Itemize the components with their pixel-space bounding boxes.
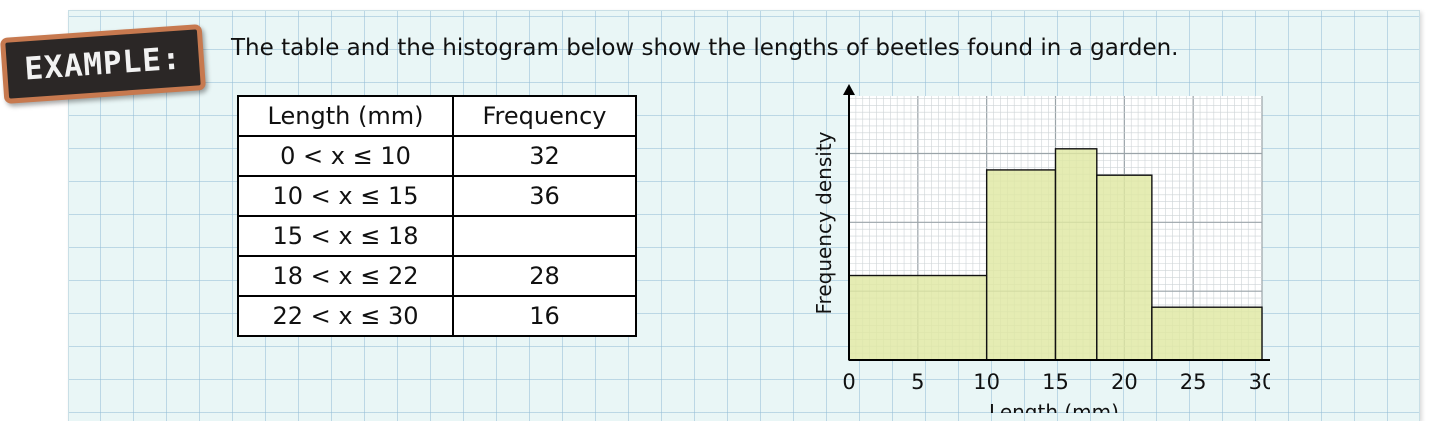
histogram-bars: [848, 148, 1263, 361]
x-tick-label: 10: [973, 370, 1000, 394]
table-row: 18 < x ≤ 22 28: [237, 255, 637, 297]
histogram-axes: [843, 84, 1270, 361]
histogram-bar: [1096, 174, 1153, 361]
example-badge-label: EXAMPLE:: [23, 40, 183, 88]
example-badge: EXAMPLE:: [0, 24, 207, 104]
histogram-bar: [1054, 148, 1098, 361]
x-axis-label: Length (mm): [989, 400, 1119, 413]
table-header-row: Length (mm) Frequency: [237, 95, 637, 137]
intro-text: The table and the histogram below show t…: [231, 35, 1179, 61]
table-cell-interval: 15 < x ≤ 18: [237, 215, 454, 257]
table-cell-frequency: 32: [452, 135, 637, 177]
x-tick-label: 5: [911, 370, 924, 394]
histogram-bar: [1151, 306, 1263, 361]
table-cell-interval: 10 < x ≤ 15: [237, 175, 454, 217]
y-axis-arrow-icon: [843, 84, 855, 95]
table-cell-interval: 18 < x ≤ 22: [237, 255, 454, 297]
table-cell-interval: 22 < x ≤ 30: [237, 295, 454, 337]
y-axis-label: Frequency density: [812, 131, 836, 314]
histogram-bar: [985, 169, 1057, 361]
header-frequency: Frequency: [452, 95, 637, 137]
x-tick-label: 15: [1042, 370, 1069, 394]
table-cell-frequency: 16: [452, 295, 637, 337]
table-cell-frequency: 28: [452, 255, 637, 297]
table-row: 22 < x ≤ 30 16: [237, 295, 637, 337]
table-cell-frequency: 36: [452, 175, 637, 217]
table-cell-interval: 0 < x ≤ 10: [237, 135, 454, 177]
histogram-bar: [848, 274, 988, 361]
histogram-chart: Frequency density Length (mm) 0 5 10 15 20 25…: [812, 84, 1270, 413]
table-row: 10 < x ≤ 15 36: [237, 175, 637, 217]
x-tick-labels: 0 5 10 15 20 25 30: [842, 370, 1270, 394]
frequency-table: Length (mm) Frequency 0 < x ≤ 10 32 10 <…: [237, 95, 637, 337]
x-tick-label: 20: [1111, 370, 1138, 394]
table-row: 0 < x ≤ 10 32: [237, 135, 637, 177]
header-length: Length (mm): [237, 95, 454, 137]
table-row: 15 < x ≤ 18: [237, 215, 637, 257]
x-tick-label: 25: [1180, 370, 1207, 394]
x-tick-label: 30: [1249, 370, 1270, 394]
table-cell-frequency: [452, 215, 637, 257]
x-tick-label: 0: [842, 370, 855, 394]
